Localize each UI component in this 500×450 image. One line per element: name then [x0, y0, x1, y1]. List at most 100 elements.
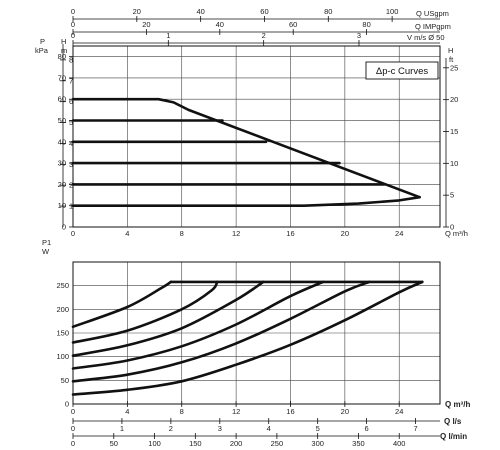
- head-kpa-tick-label: 20: [58, 180, 66, 189]
- head-m-tick-label: 3: [69, 160, 73, 169]
- head-m-tick-label: 5: [69, 118, 73, 127]
- power-curve-5: [71, 280, 219, 344]
- power-curve-4: [71, 280, 265, 357]
- head-q-tick-label: 16: [286, 229, 294, 238]
- top-axis-tick-label: 40: [196, 7, 204, 16]
- top-axis-label-0: Q USgpm: [416, 9, 449, 18]
- curve-type-text: Δp-c Curves: [376, 66, 429, 77]
- power-axis-label: P1: [42, 238, 51, 247]
- power-w-tick-label: 0: [65, 400, 69, 409]
- bottom-axis-tick-label: 0: [71, 424, 75, 433]
- head-pressure-label: P: [40, 37, 45, 46]
- head-ft-tick-label: 15: [450, 127, 458, 136]
- head-kpa-tick-label: 50: [58, 116, 66, 125]
- head-ft-label: H: [448, 46, 453, 55]
- head-m-label: H: [61, 37, 66, 46]
- bottom-axis-tick-label: 12: [232, 407, 240, 416]
- bottom-axis-tick-label: 50: [110, 439, 118, 448]
- head-q-axis-label: Q m³/h: [445, 229, 468, 238]
- top-axis-tick-label: 3: [357, 31, 361, 40]
- top-axis-tick-label: 40: [216, 20, 224, 29]
- power-curve-1: [71, 280, 424, 396]
- top-axis-label-1: Q IMPgpm: [415, 22, 451, 31]
- bottom-axis-label-0: Q m³/h: [445, 400, 470, 409]
- top-axis-tick-label: 20: [133, 7, 141, 16]
- power-w-tick-label: 50: [61, 376, 69, 385]
- bottom-axis-tick-label: 24: [395, 407, 403, 416]
- head-q-tick-label: 4: [125, 229, 129, 238]
- bottom-axis-tick-label: 20: [341, 407, 349, 416]
- head-kpa-tick-label: 10: [58, 201, 66, 210]
- curve-type-box: [365, 61, 439, 80]
- head-m-tick-label: 6: [69, 97, 73, 106]
- head-m-tick-label: 8: [69, 55, 73, 64]
- top-axis-tick-label: 0: [71, 7, 75, 16]
- head-curve-6: [71, 97, 421, 199]
- top-axis-tick-label: 20: [142, 20, 150, 29]
- bottom-axis-tick-label: 0: [71, 407, 75, 416]
- bottom-axis-tick-label: 200: [230, 439, 243, 448]
- top-axis-tick-label: 0: [71, 31, 75, 40]
- bottom-axis-tick-label: 4: [267, 424, 271, 433]
- bottom-axis-tick-label: 100: [148, 439, 161, 448]
- bottom-axis-tick-label: 8: [180, 407, 184, 416]
- bottom-axis-tick-label: 150: [189, 439, 202, 448]
- bottom-axis-tick-label: 4: [125, 407, 129, 416]
- head-kpa-tick-label: 40: [58, 137, 66, 146]
- bottom-axis-tick-label: 3: [218, 424, 222, 433]
- power-w-tick-label: 250: [56, 281, 69, 290]
- bottom-axis-tick-label: 16: [286, 407, 294, 416]
- power-w-tick-label: 150: [56, 329, 69, 338]
- bottom-axis-tick-label: 300: [311, 439, 324, 448]
- head-kpa-tick-label: 80: [58, 52, 66, 61]
- head-ft-unit: ft: [449, 55, 454, 64]
- bottom-axis-tick-label: 250: [271, 439, 284, 448]
- power-axis-unit: W: [42, 247, 50, 256]
- head-pressure-unit: kPa: [35, 46, 49, 55]
- head-m-tick-label: 1: [69, 202, 73, 211]
- head-ft-tick-label: 20: [450, 95, 458, 104]
- top-axis-tick-label: 60: [260, 7, 268, 16]
- bottom-axis-label-1: Q l/s: [444, 417, 462, 426]
- head-m-unit: m: [61, 46, 67, 55]
- head-plot-frame: [72, 45, 441, 228]
- curve-type-label: Δp-c Curves: [365, 61, 439, 80]
- head-curve-1: [71, 195, 421, 207]
- top-axis-tick-label: 0: [71, 20, 75, 29]
- bottom-axis-label-2: Q l/min: [440, 432, 467, 441]
- bottom-axis-tick-label: 5: [316, 424, 320, 433]
- top-axis-label-2: V m/s Ø 50: [407, 33, 445, 42]
- head-q-tick-label: 24: [395, 229, 403, 238]
- bottom-axis-tick-label: 7: [413, 424, 417, 433]
- top-axis-tick-label: 1: [166, 31, 170, 40]
- head-kpa-tick-label: 60: [58, 95, 66, 104]
- head-m-tick-label: 2: [69, 181, 73, 190]
- bottom-axis-tick-label: 350: [352, 439, 365, 448]
- head-ft-tick-label: 0: [450, 223, 454, 232]
- top-axis-tick-label: 80: [362, 20, 370, 29]
- head-kpa-tick-label: 70: [58, 73, 66, 82]
- power-curve-6: [71, 280, 173, 329]
- head-m-tick-label: 4: [69, 139, 73, 148]
- head-m-tick-label: 7: [69, 76, 73, 85]
- top-axis-tick-label: 60: [289, 20, 297, 29]
- top-axis-tick-label: 80: [324, 7, 332, 16]
- head-q-tick-label: 8: [180, 229, 184, 238]
- bottom-axis-tick-label: 2: [169, 424, 173, 433]
- head-kpa-tick-label: 0: [62, 223, 66, 232]
- head-kpa-tick-label: 30: [58, 159, 66, 168]
- top-axis-tick-label: 2: [262, 31, 266, 40]
- power-curve-3: [71, 280, 325, 370]
- bottom-axis-tick-label: 0: [71, 439, 75, 448]
- top-axis-tick-label: 100: [386, 7, 399, 16]
- bottom-axis-tick-label: 400: [393, 439, 406, 448]
- power-w-tick-label: 100: [56, 352, 69, 361]
- power-w-tick-label: 200: [56, 305, 69, 314]
- power-curve-2: [71, 280, 371, 383]
- head-q-tick-label: 20: [341, 229, 349, 238]
- bottom-axis-tick-label: 6: [365, 424, 369, 433]
- head-q-tick-label: 0: [71, 229, 75, 238]
- head-ft-tick-label: 25: [450, 63, 458, 72]
